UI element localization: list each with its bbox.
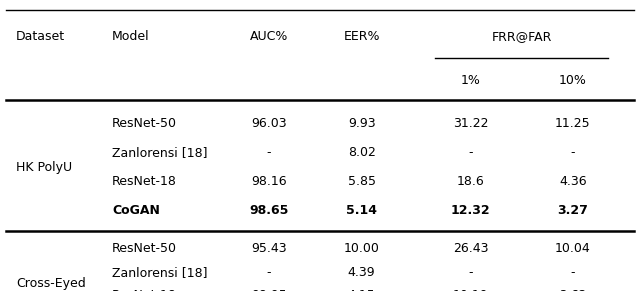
Text: 98.16: 98.16 — [251, 175, 287, 188]
Text: Cross-Eyed: Cross-Eyed — [16, 277, 86, 290]
Text: HK PolyU: HK PolyU — [16, 161, 72, 174]
Text: 12.32: 12.32 — [451, 205, 490, 217]
Text: -: - — [468, 266, 473, 278]
Text: 11.25: 11.25 — [555, 117, 591, 130]
Text: -: - — [468, 146, 473, 159]
Text: ResNet-18: ResNet-18 — [112, 175, 177, 188]
Text: CoGAN: CoGAN — [112, 205, 160, 217]
Text: Dataset: Dataset — [16, 30, 65, 43]
Text: 96.03: 96.03 — [251, 117, 287, 130]
Text: FRR@FAR: FRR@FAR — [492, 30, 552, 43]
Text: ResNet-18: ResNet-18 — [112, 289, 177, 291]
Text: 9.93: 9.93 — [348, 117, 376, 130]
Text: 4.15: 4.15 — [348, 289, 376, 291]
Text: 98.65: 98.65 — [249, 205, 289, 217]
Text: 98.95: 98.95 — [251, 289, 287, 291]
Text: Zanlorensi [18]: Zanlorensi [18] — [112, 266, 207, 278]
Text: 8.02: 8.02 — [348, 146, 376, 159]
Text: 10.19: 10.19 — [452, 289, 488, 291]
Text: 4.36: 4.36 — [559, 175, 587, 188]
Text: -: - — [266, 266, 271, 278]
Text: 10.00: 10.00 — [344, 242, 380, 255]
Text: -: - — [266, 146, 271, 159]
Text: 18.6: 18.6 — [456, 175, 484, 188]
Text: ResNet-50: ResNet-50 — [112, 117, 177, 130]
Text: 4.39: 4.39 — [348, 266, 376, 278]
Text: ResNet-50: ResNet-50 — [112, 242, 177, 255]
Text: Zanlorensi [18]: Zanlorensi [18] — [112, 146, 207, 159]
Text: 3.27: 3.27 — [557, 205, 588, 217]
Text: -: - — [570, 146, 575, 159]
Text: 2.62: 2.62 — [559, 289, 587, 291]
Text: Model: Model — [112, 30, 150, 43]
Text: 10.04: 10.04 — [555, 242, 591, 255]
Text: 5.14: 5.14 — [346, 205, 377, 217]
Text: 1%: 1% — [460, 74, 481, 86]
Text: 26.43: 26.43 — [452, 242, 488, 255]
Text: -: - — [570, 266, 575, 278]
Text: 10%: 10% — [559, 74, 587, 86]
Text: 95.43: 95.43 — [251, 242, 287, 255]
Text: AUC%: AUC% — [250, 30, 288, 43]
Text: EER%: EER% — [343, 30, 380, 43]
Text: 31.22: 31.22 — [452, 117, 488, 130]
Text: 5.85: 5.85 — [348, 175, 376, 188]
